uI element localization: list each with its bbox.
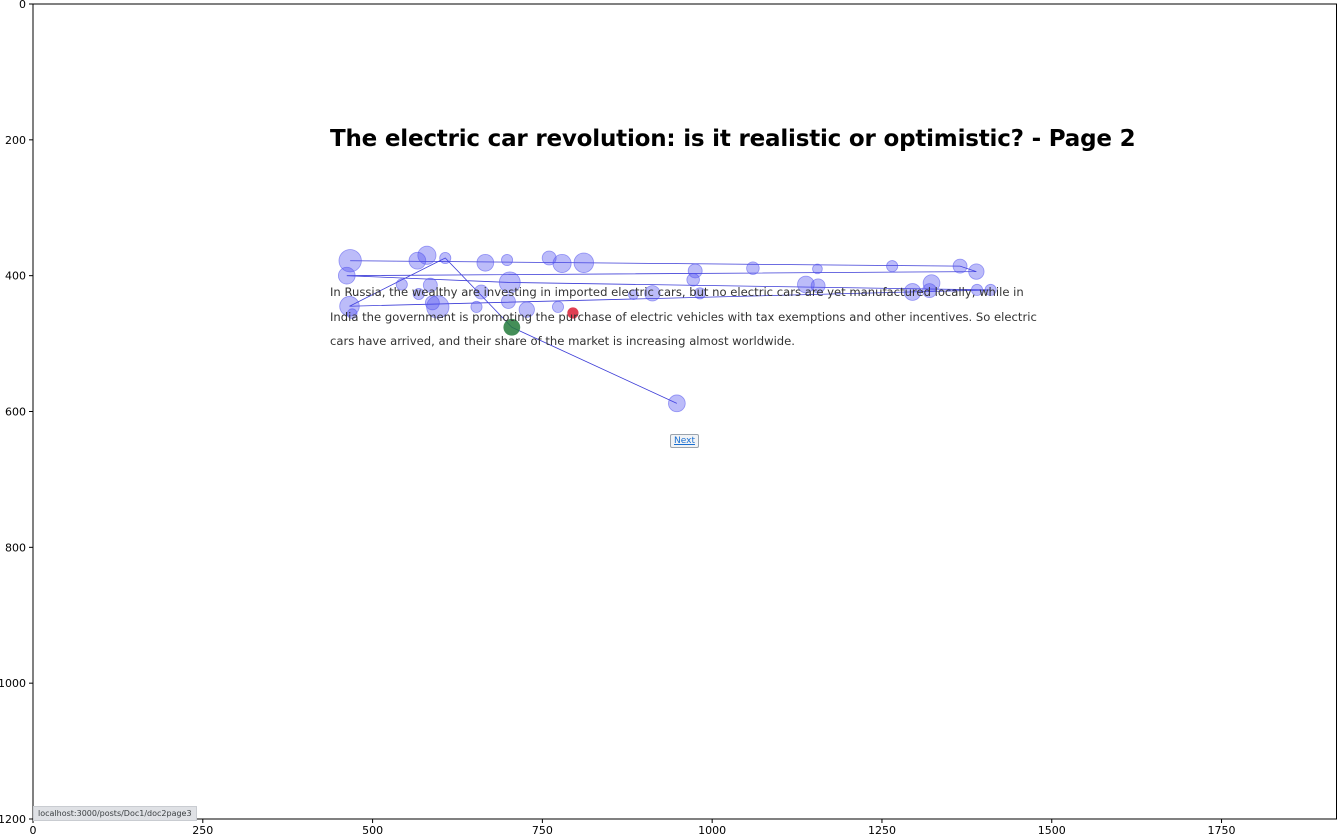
end-fixation-point [567,307,579,319]
x-tick-label: 1500 [1038,824,1066,836]
fixation-point [797,275,815,294]
fixation-point [338,249,362,273]
fixation-point [644,285,661,302]
fixations [337,245,997,413]
fixation-point [952,258,968,274]
fixation-point [339,296,360,317]
status-bar-url: localhost:3000/posts/Doc1/doc2page3 [33,806,197,821]
start-fixation-point [503,318,521,336]
fixation-point [412,288,425,301]
fixation-point [693,287,706,300]
fixation-point [422,277,438,293]
fixation-point [551,300,564,313]
x-tick-label: 1250 [868,824,896,836]
x-tick-label: 500 [362,824,383,836]
x-tick-label: 250 [192,824,213,836]
scanpath-line [346,257,991,404]
y-tick-label: 800 [5,541,26,554]
fixation-point [922,283,937,299]
fixation-point [337,266,356,285]
fixation-point [473,284,489,300]
fixation-point [984,283,997,296]
fixation-point [668,394,686,413]
fixation-point [498,271,521,294]
fixation-point [476,253,495,272]
fixation-point [424,295,440,311]
fixation-point [628,289,639,300]
fixation-point [886,260,899,273]
fixation-point [552,253,572,273]
page-paragraph: In Russia, the wealthy are investing in … [330,285,1037,348]
fixation-point [518,301,535,318]
y-tick-label: 600 [5,406,26,419]
y-tick-label: 200 [5,134,26,147]
x-tick-label: 1750 [1208,824,1236,836]
fixation-point [968,263,985,280]
fixation-point [812,263,823,275]
y-tick-label: 1200 [0,813,26,826]
x-tick-label: 0 [30,824,37,836]
x-tick-label: 1000 [698,824,726,836]
y-tick-label: 1000 [0,677,26,690]
fixation-point [687,263,703,279]
fixation-point [686,273,700,287]
fixation-point [971,283,984,296]
fixation-point [501,254,514,267]
y-tick-label: 400 [5,270,26,283]
fixation-point [439,252,452,265]
page-title: The electric car revolution: is it reali… [330,126,1136,152]
fixation-point [408,251,427,270]
fixation-point [501,294,516,309]
fixation-point [346,308,358,320]
y-tick-label: 0 [19,0,26,11]
scanpath [346,257,991,404]
fixation-point [573,252,595,273]
fixation-point [395,278,408,291]
next-button[interactable]: Next [670,434,699,448]
fixation-point [746,261,760,275]
fixation-point [417,245,437,265]
fixation-point [903,283,922,301]
fixation-point [810,278,826,294]
fixation-point [541,250,557,266]
fixation-point [470,300,483,313]
x-tick-label: 750 [532,824,553,836]
